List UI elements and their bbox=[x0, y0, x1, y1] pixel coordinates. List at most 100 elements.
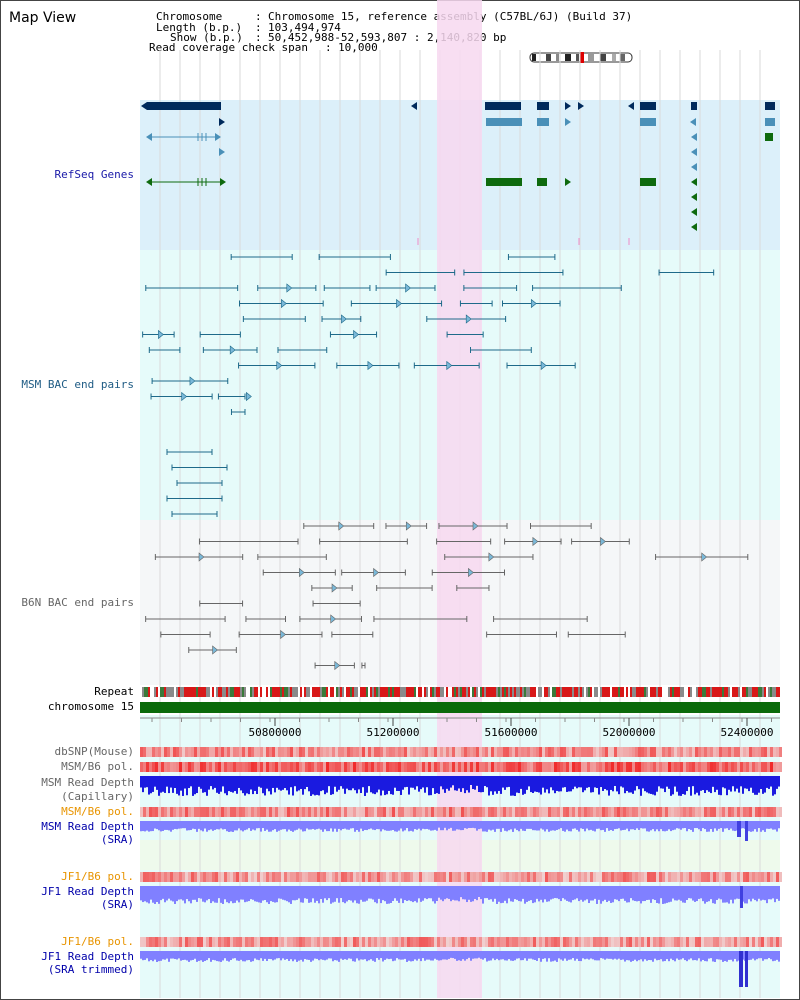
repeat-segment bbox=[522, 687, 524, 697]
polymorphism-cell bbox=[329, 937, 332, 947]
polymorphism-cell bbox=[401, 762, 404, 772]
repeat-segment bbox=[380, 687, 382, 697]
jf1-sra-depth-bar bbox=[372, 886, 374, 900]
polymorphism-cell bbox=[566, 872, 569, 882]
msm-capillary-depth-bar bbox=[660, 776, 662, 789]
repeat-segment bbox=[286, 687, 288, 697]
repeat-segment bbox=[492, 687, 494, 697]
msm-sra-depth-bar bbox=[620, 821, 622, 831]
polymorphism-cell bbox=[527, 872, 530, 882]
polymorphism-cell bbox=[635, 937, 638, 947]
polymorphism-cell bbox=[722, 747, 725, 757]
jf1-trimmed-depth-bar bbox=[192, 951, 194, 960]
msm-sra-depth-bar bbox=[260, 821, 262, 832]
repeat-segment bbox=[464, 687, 466, 697]
repeat-segment bbox=[254, 687, 256, 697]
polymorphism-cell bbox=[752, 872, 755, 882]
polymorphism-cell bbox=[287, 747, 290, 757]
polymorphism-cell bbox=[338, 937, 341, 947]
gene-arrow bbox=[220, 178, 226, 186]
msm-capillary-depth-bar bbox=[244, 776, 246, 796]
polymorphism-cell bbox=[314, 872, 317, 882]
jf1-trimmed-depth-bar bbox=[494, 951, 496, 961]
repeat-segment bbox=[292, 687, 294, 697]
msm-sra-depth-bar bbox=[698, 821, 700, 830]
repeat-segment bbox=[724, 687, 726, 697]
msm-sra-depth-bar bbox=[582, 821, 584, 829]
jf1-sra-depth-bar bbox=[618, 886, 620, 902]
repeat-segment bbox=[402, 687, 404, 697]
bac-arrow bbox=[229, 345, 236, 355]
polymorphism-cell bbox=[740, 762, 743, 772]
jf1-sra-depth-bar bbox=[698, 886, 700, 899]
repeat-segment bbox=[452, 687, 454, 697]
polymorphism-cell bbox=[263, 872, 266, 882]
msm-capillary-depth-bar bbox=[382, 776, 384, 791]
polymorphism-cell bbox=[710, 747, 713, 757]
polymorphism-cell bbox=[392, 747, 395, 757]
jf1-sra-depth-bar bbox=[530, 886, 532, 901]
jf1-trimmed-depth-bar bbox=[510, 951, 512, 961]
polymorphism-cell bbox=[335, 872, 338, 882]
polymorphism-cell bbox=[458, 747, 461, 757]
polymorphism-cell bbox=[653, 807, 656, 817]
polymorphism-cell bbox=[344, 807, 347, 817]
polymorphism-cell bbox=[332, 937, 335, 947]
msm-sra-depth-bar bbox=[610, 821, 612, 831]
track-label-repeat: Repeat bbox=[94, 685, 134, 698]
gene-block bbox=[765, 118, 775, 126]
polymorphism-cell bbox=[665, 937, 668, 947]
jf1-sra-depth-bar bbox=[648, 886, 650, 900]
jf1-trimmed-depth-bar bbox=[158, 951, 160, 962]
msm-sra-depth-bar bbox=[516, 821, 518, 831]
msm-capillary-depth-bar bbox=[198, 776, 200, 787]
repeat-segment bbox=[572, 687, 574, 697]
polymorphism-cell bbox=[611, 937, 614, 947]
repeat-segment bbox=[736, 687, 738, 697]
jf1-trimmed-depth-bar bbox=[300, 951, 302, 960]
polymorphism-cell bbox=[293, 807, 296, 817]
polymorphism-cell bbox=[344, 872, 347, 882]
polymorphism-cell bbox=[644, 747, 647, 757]
polymorphism-cell bbox=[440, 747, 443, 757]
jf1-trimmed-depth-bar bbox=[294, 951, 296, 960]
polymorphism-cell bbox=[581, 762, 584, 772]
polymorphism-cell bbox=[662, 747, 665, 757]
polymorphism-cell bbox=[440, 807, 443, 817]
jf1-trimmed-depth-bar bbox=[770, 951, 772, 960]
jf1-trimmed-depth-bar bbox=[358, 951, 360, 961]
polymorphism-cell bbox=[689, 747, 692, 757]
jf1-trimmed-depth-bar bbox=[544, 951, 546, 959]
jf1-trimmed-depth-bar bbox=[440, 951, 442, 961]
polymorphism-cell bbox=[542, 747, 545, 757]
polymorphism-cell bbox=[566, 807, 569, 817]
jf1-trimmed-depth-bar bbox=[602, 951, 604, 959]
jf1-sra-depth-bar bbox=[508, 886, 510, 899]
msm-capillary-depth-bar bbox=[256, 776, 258, 795]
repeat-segment bbox=[618, 687, 620, 697]
polymorphism-cell bbox=[242, 872, 245, 882]
jf1-trimmed-depth-bar bbox=[272, 951, 274, 961]
msm-sra-depth-bar bbox=[732, 821, 734, 831]
polymorphism-cell bbox=[521, 747, 524, 757]
msm-sra-depth-bar bbox=[688, 821, 690, 829]
polymorphism-cell bbox=[683, 872, 686, 882]
chromosome-ideogram[interactable] bbox=[529, 52, 633, 63]
polymorphism-cell bbox=[470, 747, 473, 757]
polymorphism-cell bbox=[776, 807, 779, 817]
msm-sra-depth-bar bbox=[480, 821, 482, 829]
repeat-segment bbox=[362, 687, 364, 697]
jf1-trimmed-depth-bar bbox=[462, 951, 464, 960]
jf1-trimmed-depth-bar bbox=[322, 951, 324, 960]
msm-capillary-depth-bar bbox=[604, 776, 606, 790]
bac-arrow bbox=[330, 614, 337, 624]
msm-capillary-depth-bar bbox=[620, 776, 622, 787]
polymorphism-cell bbox=[437, 762, 440, 772]
jf1-trimmed-depth-bar bbox=[236, 951, 238, 961]
polymorphism-cell bbox=[272, 937, 275, 947]
polymorphism-cell bbox=[551, 762, 554, 772]
repeat-segment bbox=[604, 687, 606, 697]
jf1-trimmed-depth-bar bbox=[182, 951, 184, 961]
msm-sra-depth-bar bbox=[404, 821, 406, 831]
